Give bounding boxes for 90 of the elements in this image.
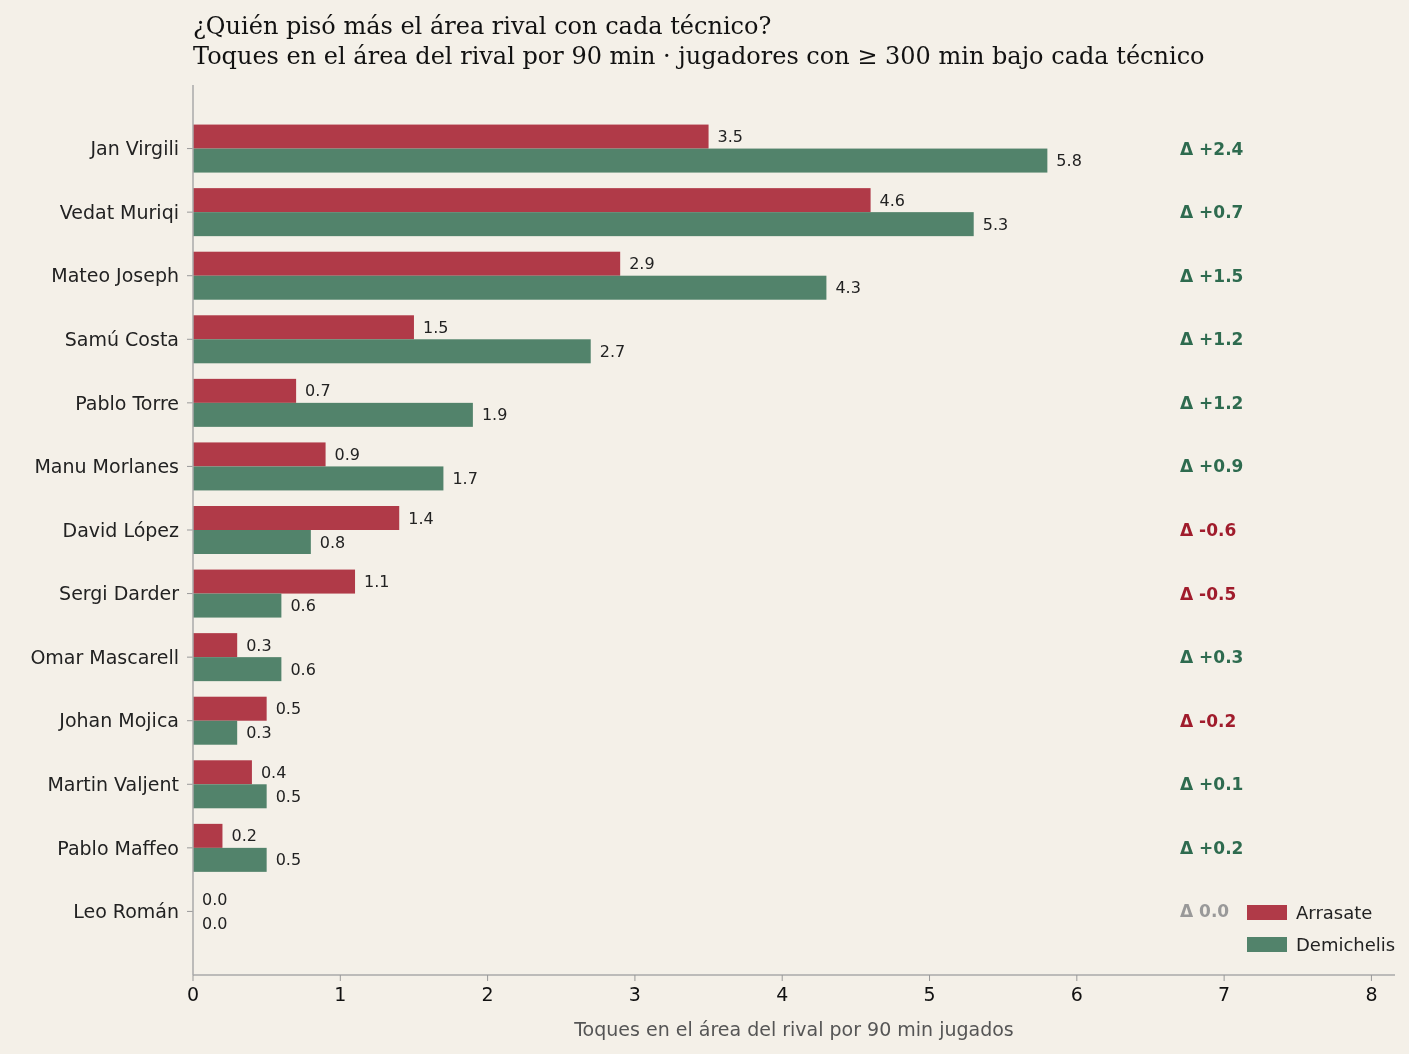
- data-label: 0.5: [275, 850, 302, 870]
- bar: [193, 506, 400, 530]
- annotation: Δ +1.5: [1180, 265, 1244, 286]
- y-tick-label: Manu Morlanes: [34, 455, 179, 478]
- y-tick-label: Pablo Torre: [75, 391, 179, 414]
- bar: [193, 847, 267, 872]
- data-label: 0.7: [305, 381, 331, 401]
- y-tick-label: Omar Mascarell: [30, 645, 179, 668]
- bar: [193, 633, 238, 658]
- y-tick-label: Martin Valjent: [47, 772, 179, 795]
- chart-title: ¿Quién pisó más el área rival con cada técnico?: [193, 12, 772, 40]
- bar: [193, 339, 591, 364]
- chart-subtitle: Toques en el área del rival por 90 min · jugadores con ≥ 300 min bajo cada técnico: [193, 42, 1205, 70]
- y-tick-label: Pablo Maffeo: [57, 836, 179, 859]
- data-label: 0.3: [246, 723, 272, 743]
- bar: [193, 823, 223, 848]
- data-label: 0.2: [231, 826, 257, 846]
- bar: [193, 148, 1048, 173]
- annotation: Δ +0.2: [1180, 837, 1244, 858]
- bar: [193, 315, 414, 340]
- data-label: 3.5: [717, 127, 744, 147]
- data-label: 0.0: [202, 890, 228, 910]
- x-tick-label: 7: [1218, 983, 1231, 1005]
- data-label: 1.7: [452, 469, 478, 489]
- y-tick-label: Sergi Darder: [59, 582, 180, 605]
- bar: [193, 188, 871, 213]
- data-label: 0.5: [275, 786, 302, 806]
- y-tick-label: Johan Mojica: [58, 709, 179, 732]
- bar: [193, 569, 356, 594]
- data-label: 2.7: [599, 341, 626, 361]
- bar: [193, 442, 326, 467]
- bar: [193, 530, 311, 554]
- x-tick-label: 1: [334, 983, 347, 1005]
- data-label: 2.9: [629, 254, 655, 274]
- data-label: 5.8: [1056, 151, 1082, 171]
- data-label: 4.6: [879, 190, 906, 210]
- x-tick-label: 2: [481, 983, 494, 1005]
- bar: [193, 657, 282, 682]
- annotation: Δ -0.5: [1180, 583, 1237, 604]
- annotation: Δ +0.3: [1180, 647, 1244, 668]
- annotation: Δ 0.0: [1180, 901, 1230, 922]
- y-tick-label: Leo Román: [73, 900, 179, 923]
- bar: [193, 402, 473, 427]
- data-label: 1.9: [481, 405, 508, 425]
- annotation: Δ +1.2: [1180, 329, 1244, 350]
- data-label: 0.4: [260, 762, 287, 782]
- data-label: 0.9: [334, 445, 361, 465]
- data-label: 1.5: [422, 317, 449, 337]
- data-label: 1.4: [408, 508, 434, 528]
- x-tick-label: 6: [1070, 983, 1083, 1005]
- annotation: Δ +0.7: [1180, 202, 1244, 223]
- bar: [193, 212, 974, 237]
- bar: [193, 466, 444, 491]
- bar: [193, 784, 267, 809]
- x-tick-label: 4: [776, 983, 789, 1005]
- annotation: Δ -0.6: [1180, 519, 1237, 540]
- data-label: 0.6: [290, 659, 316, 679]
- data-label: 0.5: [275, 699, 302, 719]
- x-tick-label: 3: [628, 983, 641, 1005]
- data-label: 0.0: [202, 914, 228, 934]
- x-tick-label: 0: [186, 983, 200, 1005]
- y-tick-label: Vedat Muriqi: [59, 200, 179, 223]
- data-label: 5.3: [982, 214, 1009, 234]
- y-tick-label: Mateo Joseph: [51, 264, 179, 287]
- data-label: 1.1: [364, 572, 390, 592]
- x-tick-label: 8: [1365, 983, 1378, 1005]
- x-tick-label: 5: [923, 983, 936, 1005]
- annotation: Δ -0.2: [1180, 710, 1237, 731]
- data-label: 4.3: [835, 278, 861, 298]
- bar: [193, 696, 267, 721]
- legend-label: Arrasate: [1296, 902, 1373, 924]
- bar: [193, 378, 297, 403]
- bar: [193, 720, 238, 745]
- bar: [193, 251, 621, 276]
- annotation: Δ +0.1: [1180, 774, 1244, 795]
- data-label: 0.8: [319, 532, 346, 552]
- x-axis-title: Toques en el área del rival por 90 min jugados: [573, 1018, 1014, 1040]
- y-tick-label: David López: [62, 518, 180, 541]
- data-label: 0.3: [246, 635, 272, 655]
- bar: [193, 275, 827, 300]
- bar: [193, 124, 709, 149]
- bar: [193, 760, 252, 785]
- annotation: Δ +0.9: [1180, 456, 1244, 477]
- y-tick-label: Jan Virgili: [89, 137, 179, 160]
- y-tick-label: Samú Costa: [64, 327, 179, 350]
- bar: [193, 593, 282, 618]
- legend-label: Demichelis: [1296, 934, 1396, 956]
- annotation: Δ +1.2: [1180, 392, 1244, 413]
- data-label: 0.6: [290, 596, 316, 616]
- annotation: Δ +2.4: [1180, 138, 1244, 159]
